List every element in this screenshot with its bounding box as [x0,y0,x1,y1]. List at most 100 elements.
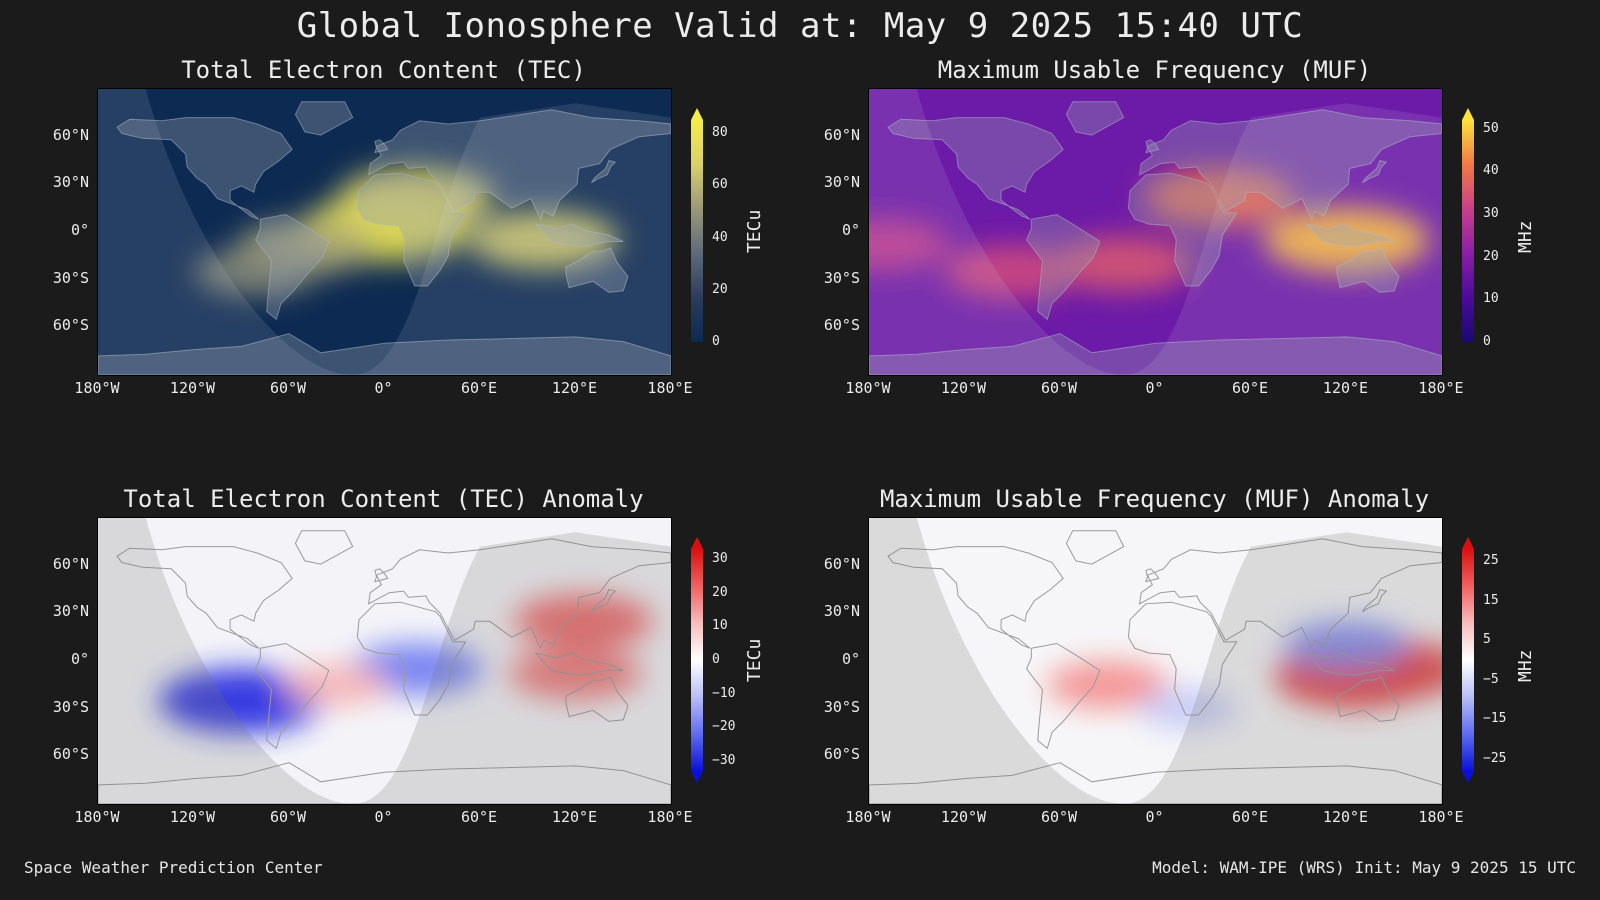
tec-lon-tick: 120°E [551,379,598,397]
tec-anomaly-hotspot-0 [158,668,324,734]
tec-anomaly-hotspot-2 [513,593,654,649]
tec-anomaly-map [97,517,672,805]
muf-anomaly-lon-tick: 0° [1145,808,1164,826]
muf-anomaly-coastline-antarctica [869,762,1442,804]
muf-coastline-eurasia [1138,109,1442,221]
muf-anomaly-lon-tick: 120°W [940,808,987,826]
muf-anomaly-lon-tick: 180°W [845,808,891,826]
muf-lat-tick: 30°S [823,268,860,287]
tec-lat-tick: 60°N [52,125,89,144]
tec-anomaly-lon-tick: 180°E [647,808,693,826]
muf-colorbar-tick: 30 [1483,205,1499,221]
tec-anomaly-lon-tick: 60°E [460,808,498,826]
muf-lat-tick: 30°N [823,173,860,192]
muf-anomaly-lon-tick: 120°E [1322,808,1369,826]
tec-lat-tick: 30°N [52,173,89,192]
muf-lon-tick: 60°W [1040,379,1078,397]
muf-map [868,88,1443,376]
muf-anomaly-lat-tick: 60°N [823,554,860,573]
muf-anomaly-map-svg [869,518,1442,804]
tec-anomaly-coastline-eurasia [367,538,671,650]
page-title: Global Ionosphere Valid at: May 9 2025 1… [296,6,1304,46]
muf-anomaly-map [868,517,1443,805]
muf-anomaly-lat-tick: 30°S [823,697,860,716]
muf-coastline-greenland [1065,101,1125,136]
tec-map [97,88,672,376]
muf-anomaly-colorbar-tick: 5 [1483,632,1491,648]
tec-title: Total Electron Content (TEC) [181,56,586,84]
muf-lon-tick: 60°E [1231,379,1269,397]
muf-lon-tick: 120°W [940,379,987,397]
tec-anomaly-coastline-antarctica [98,762,671,804]
tec-coastline-indonesia [534,223,624,247]
muf-anomaly-coastline-australia [1336,676,1400,722]
tec-anomaly-coastline-uk [374,568,389,583]
muf-lon-tick: 0° [1145,379,1164,397]
tec-coastline-antarctica [98,333,671,375]
tec-anomaly-lon-tick: 60°W [269,808,307,826]
tec-lon-tick: 0° [374,379,393,397]
tec-anomaly-map-svg [98,518,671,804]
tec-anomaly-colorbar [691,537,703,783]
muf-anomaly-night-shading [869,518,1442,804]
muf-colorbar [1462,108,1474,342]
muf-anomaly-lon-tick: 180°E [1418,808,1464,826]
muf-anomaly-coastline-north-america [887,546,1064,649]
tec-anomaly-lon-tick: 0° [374,808,393,826]
tec-coastline-south-america [255,213,330,321]
tec-anomaly-colorbar-tick: 0 [712,652,720,667]
tec-anomaly-colorbar-tick: 20 [712,584,728,600]
muf-anomaly-colorbar-tick: −5 [1483,671,1499,687]
tec-hotspot-4 [194,247,320,297]
muf-colorbar-tick: 20 [1483,248,1499,264]
tec-coastline-greenland [294,101,354,136]
tec-coastline-eurasia [367,109,671,221]
muf-anomaly-colorbar-label: MHz [1515,649,1536,682]
tec-coastline-japan [590,159,617,184]
tec-hotspot-2 [468,210,619,270]
muf-hotspot-4 [869,219,950,271]
muf-colorbar-label: MHz [1515,220,1536,253]
tec-colorbar [691,108,703,342]
tec-anomaly-coastline-north-america [116,546,293,649]
tec-coastline-north-america [116,117,293,220]
muf-lon-tick: 120°E [1322,379,1369,397]
tec-anomaly-coastline-greenland [294,530,354,565]
tec-lon-tick: 120°W [169,379,216,397]
tec-anomaly-colorbar-tick: −10 [712,685,736,701]
muf-colorbar-tick: 0 [1483,334,1491,349]
tec-anomaly-lon-tick: 120°W [169,808,216,826]
muf-anomaly-coastline-indonesia [1305,652,1395,676]
tec-anomaly-hotspot-4 [283,663,391,706]
tec-colorbar-tick: 20 [712,281,728,297]
muf-anomaly-coastline-eurasia [1138,538,1442,650]
muf-coastline-uk [1145,139,1160,154]
muf-coastline-antarctica [869,333,1442,375]
tec-anomaly-coastline-south-america [255,642,330,750]
tec-colorbar-label: TECu [744,209,765,253]
tec-colorbar-tick: 80 [712,125,728,141]
tec-lon-tick: 60°W [269,379,307,397]
muf-anomaly-colorbar [1462,537,1474,783]
tec-anomaly-colorbar-tick: −20 [712,719,736,735]
tec-coastline-africa [356,172,467,287]
muf-anomaly-lat-tick: 60°S [823,745,860,764]
tec-anomaly-lat-tick: 0° [70,650,89,668]
muf-coastline-australia [1336,247,1400,293]
muf-lat-tick: 60°N [823,125,860,144]
tec-lat-tick: 30°S [52,268,89,287]
tec-anomaly-colorbar-label: TECu [744,638,765,682]
muf-anomaly-lat-tick: 0° [841,650,860,668]
muf-anomaly-hotspot-4 [1137,689,1237,729]
muf-anomaly-colorbar-tick: −15 [1483,711,1507,727]
muf-title: Maximum Usable Frequency (MUF) [937,56,1372,84]
muf-night-shading [869,89,1442,375]
muf-coastline-japan [1361,159,1388,184]
tec-anomaly-lat-tick: 30°S [52,697,89,716]
muf-hotspot-2 [1053,236,1194,292]
tec-anomaly-lon-tick: 180°W [74,808,120,826]
tec-lat-tick: 60°S [52,316,89,335]
muf-anomaly-coastline-greenland [1065,530,1125,565]
tec-anomaly-coastline-australia [565,676,629,722]
tec-anomaly-lat-tick: 60°S [52,745,89,764]
